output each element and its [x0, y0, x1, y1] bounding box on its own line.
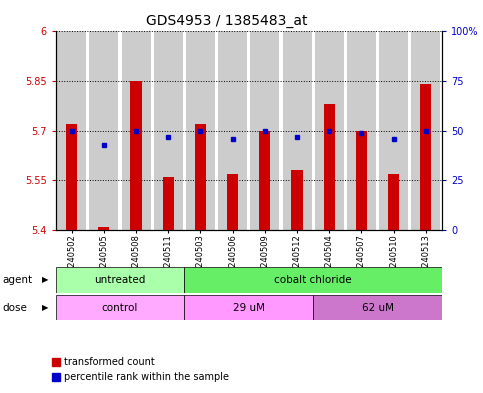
- Bar: [412, 31, 440, 230]
- Bar: [185, 267, 442, 293]
- Bar: [379, 31, 408, 230]
- Bar: [315, 31, 344, 230]
- Bar: [227, 174, 238, 230]
- Text: GDS4953 / 1385483_at: GDS4953 / 1385483_at: [146, 14, 308, 28]
- Bar: [420, 84, 431, 230]
- Bar: [356, 130, 367, 230]
- Bar: [56, 295, 185, 320]
- Bar: [388, 174, 399, 230]
- Text: untreated: untreated: [94, 275, 146, 285]
- Bar: [250, 31, 279, 230]
- Bar: [185, 295, 313, 320]
- Text: cobalt chloride: cobalt chloride: [274, 275, 352, 285]
- Legend: transformed count, percentile rank within the sample: transformed count, percentile rank withi…: [48, 354, 233, 386]
- Bar: [347, 31, 376, 230]
- Bar: [291, 171, 303, 230]
- Text: ▶: ▶: [42, 275, 48, 285]
- Bar: [122, 31, 151, 230]
- Text: control: control: [102, 303, 138, 312]
- Bar: [89, 31, 118, 230]
- Bar: [98, 227, 110, 230]
- Bar: [163, 177, 174, 230]
- Bar: [66, 124, 77, 230]
- Bar: [186, 31, 215, 230]
- Bar: [56, 267, 185, 293]
- Bar: [57, 31, 86, 230]
- Text: ▶: ▶: [42, 303, 48, 312]
- Bar: [313, 295, 442, 320]
- Bar: [259, 130, 270, 230]
- Text: dose: dose: [2, 303, 28, 312]
- Bar: [130, 81, 142, 230]
- Text: 62 uM: 62 uM: [362, 303, 394, 312]
- Text: 29 uM: 29 uM: [233, 303, 265, 312]
- Bar: [154, 31, 183, 230]
- Bar: [324, 104, 335, 230]
- Text: agent: agent: [2, 275, 32, 285]
- Bar: [195, 124, 206, 230]
- Bar: [283, 31, 312, 230]
- Bar: [218, 31, 247, 230]
